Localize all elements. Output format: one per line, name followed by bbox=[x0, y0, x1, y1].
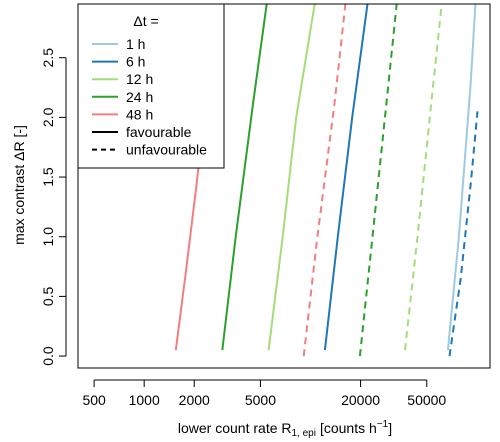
x-tick-label: 20000 bbox=[341, 392, 380, 408]
legend-label: unfavourable bbox=[126, 142, 207, 158]
series-line-6h-favourable bbox=[323, 4, 369, 351]
y-tick-label: 0.5 bbox=[40, 286, 56, 306]
x-axis-title: lower count rate R1, epi [counts h−1] bbox=[178, 419, 392, 439]
series-lines bbox=[174, 4, 479, 357]
legend-label: favourable bbox=[126, 124, 192, 140]
series-line-24h-unfavourable bbox=[358, 4, 398, 357]
y-tick-label: 2.0 bbox=[40, 107, 56, 127]
legend-label: 12 h bbox=[126, 71, 153, 87]
axes: 500 1000 2000 5000 20000 50000 0.0 0.5 1.0 1.5 2.0… bbox=[40, 3, 491, 408]
x-tick-label: 2000 bbox=[179, 392, 210, 408]
y-tick-label: 2.5 bbox=[40, 48, 56, 68]
series-line-1h-favourable bbox=[446, 4, 477, 351]
x-tick-label: 500 bbox=[82, 392, 106, 408]
y-tick-label: 1.5 bbox=[40, 167, 56, 187]
legend-label: 1 h bbox=[126, 36, 145, 52]
y-tick-label: 0.0 bbox=[40, 346, 56, 366]
x-tick-label: 5000 bbox=[245, 392, 276, 408]
plot-frame bbox=[77, 3, 491, 369]
series-line-12h-favourable bbox=[267, 4, 316, 351]
series-line-24h-favourable bbox=[221, 4, 268, 351]
plot-content bbox=[174, 4, 479, 357]
series-line-6h-unfavourable bbox=[302, 4, 347, 357]
axis-titles: lower count rate R1, epi [counts h−1] max… bbox=[11, 125, 392, 439]
legend: Δt = 1 h 6 h12 h 24 h48 h favourable unfavour… bbox=[77, 3, 225, 169]
x-tick-label: 50000 bbox=[407, 392, 446, 408]
x-tick-label: 1000 bbox=[129, 392, 160, 408]
y-axis-title: max contrast ΔR [-] bbox=[11, 125, 27, 245]
legend-box bbox=[77, 3, 225, 169]
legend-label: 48 h bbox=[126, 106, 153, 122]
legend-label: 24 h bbox=[126, 89, 153, 105]
legend-label: 6 h bbox=[126, 54, 145, 70]
series-line-1h-unfavourable bbox=[448, 111, 479, 357]
legend-title: Δt = bbox=[133, 13, 158, 29]
series-line-12h-unfavourable bbox=[404, 4, 443, 351]
y-tick-label: 1.0 bbox=[40, 227, 56, 247]
